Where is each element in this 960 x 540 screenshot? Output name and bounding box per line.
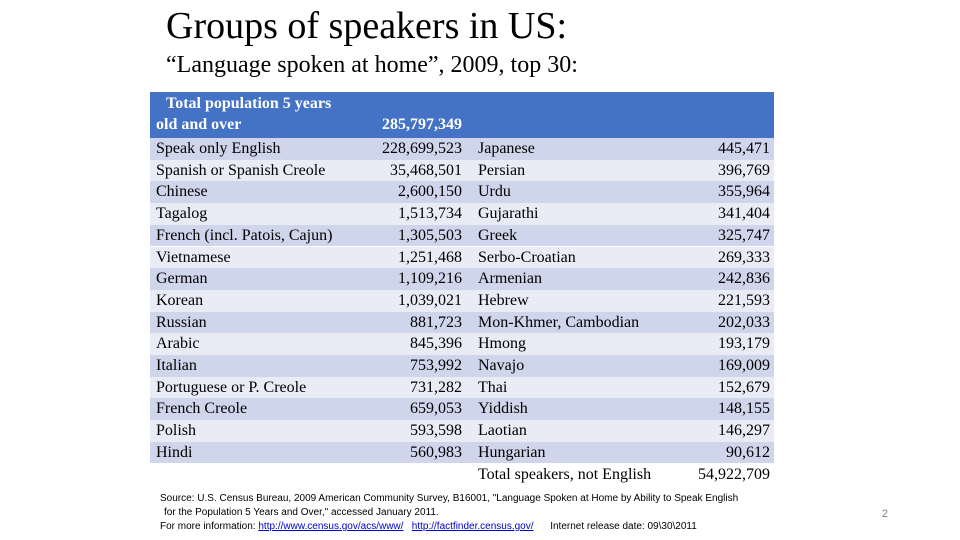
header-total-population-label-line2: old and over bbox=[156, 116, 242, 133]
language-name: Serbo-Croatian bbox=[478, 248, 576, 266]
table-row bbox=[150, 268, 774, 290]
table-row bbox=[150, 463, 774, 486]
source-line-1: Source: U.S. Census Bureau, 2009 America… bbox=[160, 493, 739, 504]
table-row bbox=[150, 159, 774, 182]
speaker-count: 54,922,709 bbox=[698, 465, 770, 483]
language-name: Chinese bbox=[156, 183, 208, 201]
factfinder-link[interactable]: http://factfinder.census.gov/ bbox=[411, 521, 534, 532]
slide-subtitle: “Language spoken at home”, 2009, top 30: bbox=[166, 52, 578, 78]
speaker-count: 560,983 bbox=[410, 443, 462, 461]
speaker-count: 202,033 bbox=[718, 313, 770, 331]
speaker-count: 445,471 bbox=[718, 140, 770, 157]
speaker-count: 881,723 bbox=[410, 313, 462, 331]
language-name: Korean bbox=[156, 291, 204, 309]
speaker-count: 753,992 bbox=[410, 357, 462, 374]
table-row bbox=[150, 441, 774, 464]
language-name: Navajo bbox=[478, 357, 525, 374]
speaker-count: 1,305,503 bbox=[398, 226, 462, 244]
speaker-count: 731,282 bbox=[410, 378, 462, 396]
speaker-count: 593,598 bbox=[410, 422, 462, 440]
speaker-count: 148,155 bbox=[718, 400, 770, 418]
language-name: Spanish or Spanish Creole bbox=[156, 161, 326, 179]
table-row bbox=[150, 203, 774, 225]
language-name: Yiddish bbox=[478, 400, 528, 418]
language-name: Greek bbox=[478, 226, 518, 244]
language-name: Russian bbox=[156, 313, 207, 331]
language-name: Arabic bbox=[156, 335, 200, 353]
language-name: French (incl. Patois, Cajun) bbox=[156, 226, 333, 244]
speaker-count: 228,699,523 bbox=[382, 140, 462, 157]
table-row bbox=[150, 420, 774, 442]
language-name: Polish bbox=[156, 422, 197, 440]
release-date: Internet release date: 09\30\2011 bbox=[550, 521, 697, 532]
language-name: Thai bbox=[478, 378, 508, 396]
speaker-count: 845,396 bbox=[410, 335, 462, 353]
language-name: Hungarian bbox=[478, 443, 546, 461]
table-row bbox=[150, 355, 774, 377]
table-row bbox=[150, 181, 774, 204]
page-number: 2 bbox=[881, 508, 888, 520]
language-name: Persian bbox=[478, 161, 526, 179]
language-name: Hmong bbox=[478, 335, 526, 353]
table-row bbox=[150, 224, 774, 247]
speaker-count: 1,039,021 bbox=[398, 291, 462, 309]
table-row bbox=[150, 398, 774, 421]
language-name: Portuguese or P. Creole bbox=[156, 378, 307, 396]
table-row bbox=[150, 289, 774, 312]
language-name: Italian bbox=[156, 357, 197, 374]
speaker-count: 396,769 bbox=[718, 161, 770, 179]
table-row bbox=[150, 311, 774, 334]
table-row bbox=[150, 246, 774, 269]
speaker-count: 169,009 bbox=[718, 357, 770, 374]
table-row bbox=[150, 333, 774, 355]
language-name: Mon-Khmer, Cambodian bbox=[478, 313, 640, 331]
speaker-count: 269,333 bbox=[718, 248, 770, 266]
table-row bbox=[150, 138, 774, 160]
language-name: Total speakers, not English bbox=[478, 465, 652, 483]
speaker-count: 325,747 bbox=[718, 226, 770, 244]
speaker-count: 1,109,216 bbox=[398, 270, 462, 288]
speaker-count: 2,600,150 bbox=[398, 183, 462, 201]
speaker-count: 193,179 bbox=[718, 335, 770, 353]
language-name: Japanese bbox=[478, 140, 535, 157]
speaker-count: 242,836 bbox=[718, 270, 770, 288]
source-line-2: for the Population 5 Years and Over," ac… bbox=[164, 507, 439, 518]
speaker-count: 152,679 bbox=[718, 378, 770, 396]
speaker-count: 221,593 bbox=[718, 291, 770, 309]
source-line-3: For more information: http://www.census.… bbox=[160, 520, 738, 534]
speaker-count: 90,612 bbox=[726, 443, 770, 461]
language-name: French Creole bbox=[156, 400, 248, 418]
language-name: Speak only English bbox=[156, 140, 281, 157]
header-total-population-value: 285,797,349 bbox=[382, 116, 462, 133]
table-header-band bbox=[150, 92, 774, 138]
source-note: Source: U.S. Census Bureau, 2009 America… bbox=[160, 492, 738, 534]
language-name: Tagalog bbox=[156, 205, 208, 223]
speaker-count: 35,468,501 bbox=[390, 161, 462, 179]
language-name: German bbox=[156, 270, 208, 288]
language-name: Hebrew bbox=[478, 291, 529, 309]
language-name: Laotian bbox=[478, 422, 527, 440]
language-name: Vietnamese bbox=[156, 248, 231, 266]
speaker-count: 1,251,468 bbox=[398, 248, 462, 266]
language-table: Total population 5 years old and over 285… bbox=[150, 92, 774, 486]
speaker-count: 659,053 bbox=[410, 400, 462, 418]
census-acs-link[interactable]: http://www.census.gov/acs/www/ bbox=[258, 521, 404, 532]
speaker-count: 146,297 bbox=[718, 422, 770, 440]
language-name: Armenian bbox=[478, 270, 542, 288]
language-name: Gujarathi bbox=[478, 205, 539, 223]
language-name: Hindi bbox=[156, 443, 193, 461]
table-row bbox=[150, 376, 774, 399]
speaker-count: 1,513,734 bbox=[398, 205, 462, 223]
speaker-count: 355,964 bbox=[718, 183, 770, 201]
header-total-population-label: Total population 5 years bbox=[166, 95, 332, 112]
source-more-info-label: For more information: bbox=[160, 521, 256, 532]
speaker-count: 341,404 bbox=[718, 205, 770, 223]
language-name: Urdu bbox=[478, 183, 511, 201]
slide-title: Groups of speakers in US: bbox=[166, 5, 568, 47]
